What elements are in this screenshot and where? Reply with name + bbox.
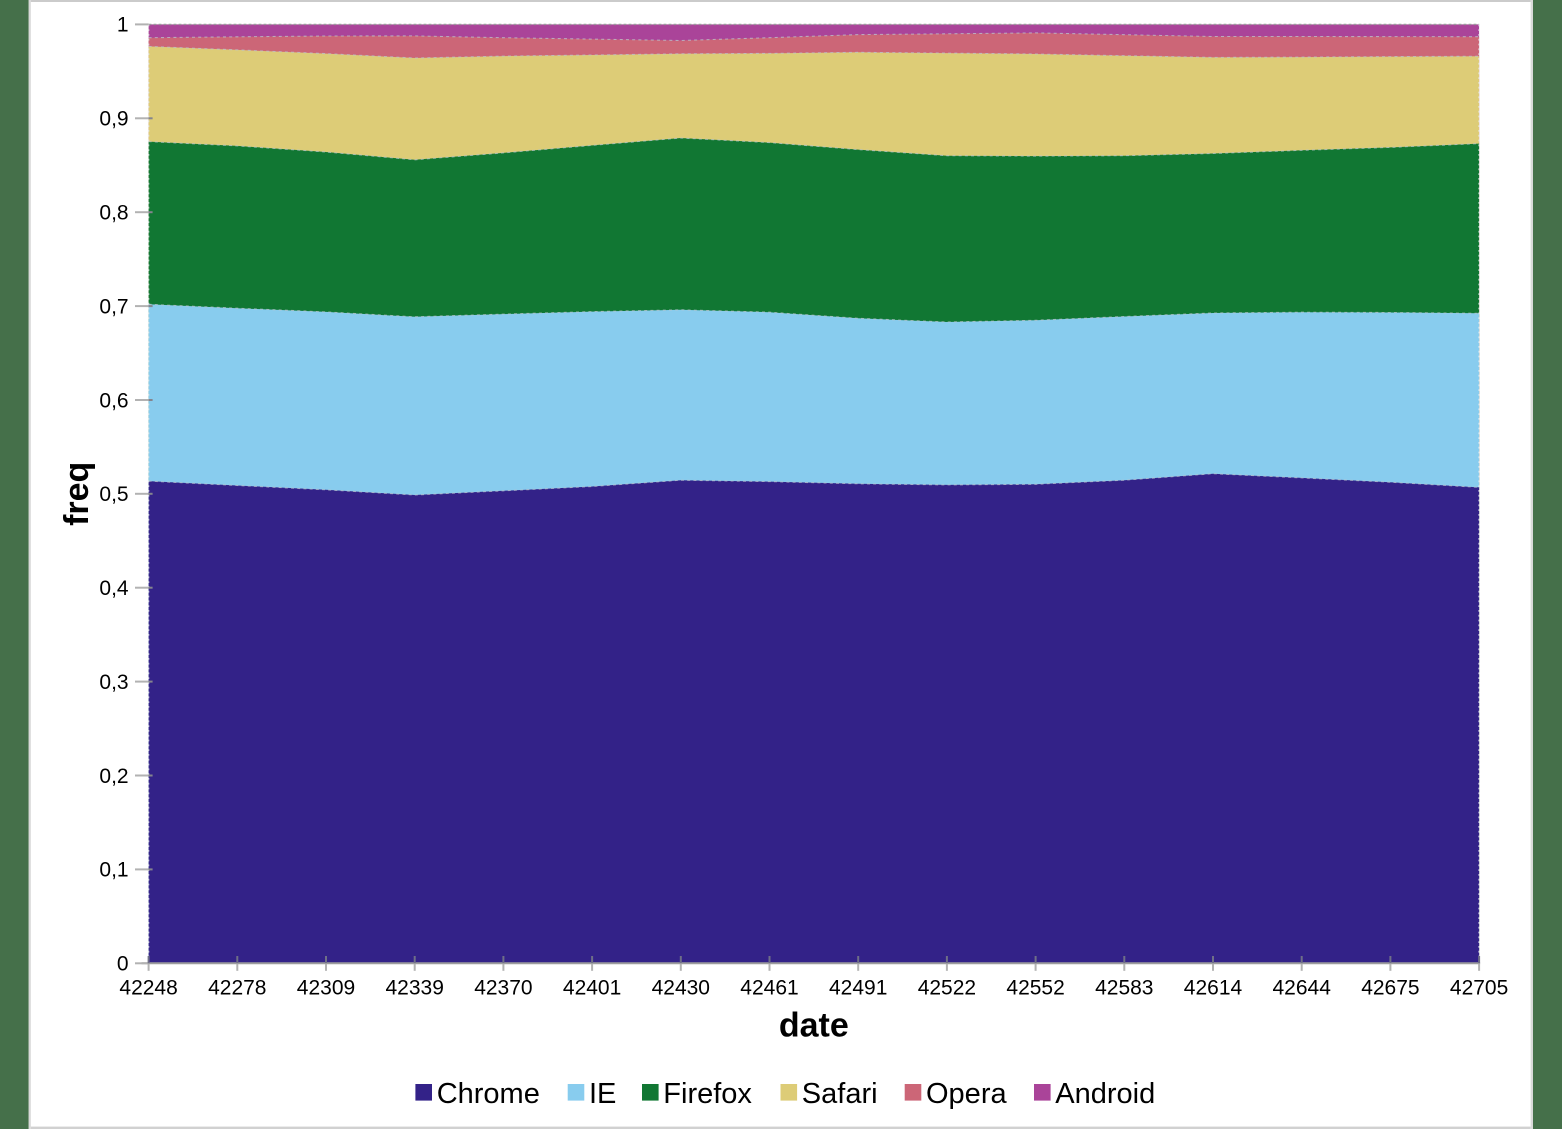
svg-text:42552: 42552	[1006, 977, 1064, 1000]
svg-text:0,8: 0,8	[99, 202, 128, 225]
svg-text:freq: freq	[58, 462, 96, 526]
svg-text:42430: 42430	[652, 977, 710, 1000]
svg-text:42339: 42339	[385, 977, 443, 1000]
svg-text:42614: 42614	[1184, 977, 1243, 1000]
svg-text:42705: 42705	[1450, 977, 1508, 1000]
svg-text:Chrome: Chrome	[437, 1078, 540, 1110]
svg-text:Opera: Opera	[926, 1078, 1007, 1110]
svg-text:date: date	[779, 1006, 849, 1044]
svg-text:1: 1	[117, 14, 129, 37]
svg-text:42675: 42675	[1361, 977, 1419, 1000]
svg-text:0,6: 0,6	[99, 389, 128, 412]
svg-text:0,9: 0,9	[99, 108, 128, 131]
svg-text:42248: 42248	[119, 977, 177, 1000]
svg-text:42278: 42278	[208, 977, 266, 1000]
svg-text:42644: 42644	[1272, 977, 1331, 1000]
svg-text:0,5: 0,5	[99, 483, 128, 506]
svg-text:0: 0	[117, 953, 129, 976]
svg-text:IE: IE	[589, 1078, 616, 1110]
svg-text:0,7: 0,7	[99, 295, 128, 318]
svg-text:42461: 42461	[740, 977, 798, 1000]
svg-text:Safari: Safari	[802, 1078, 878, 1110]
svg-text:Android: Android	[1055, 1078, 1155, 1110]
svg-text:0,1: 0,1	[99, 859, 128, 882]
svg-text:42522: 42522	[918, 977, 976, 1000]
svg-text:42370: 42370	[474, 977, 532, 1000]
svg-text:0,4: 0,4	[99, 577, 129, 600]
svg-text:42491: 42491	[829, 977, 887, 1000]
svg-text:42401: 42401	[563, 977, 621, 1000]
svg-text:0,3: 0,3	[99, 671, 128, 694]
svg-text:42309: 42309	[297, 977, 355, 1000]
svg-text:Firefox: Firefox	[663, 1078, 752, 1110]
svg-text:0,2: 0,2	[99, 765, 128, 788]
svg-text:42583: 42583	[1095, 977, 1153, 1000]
